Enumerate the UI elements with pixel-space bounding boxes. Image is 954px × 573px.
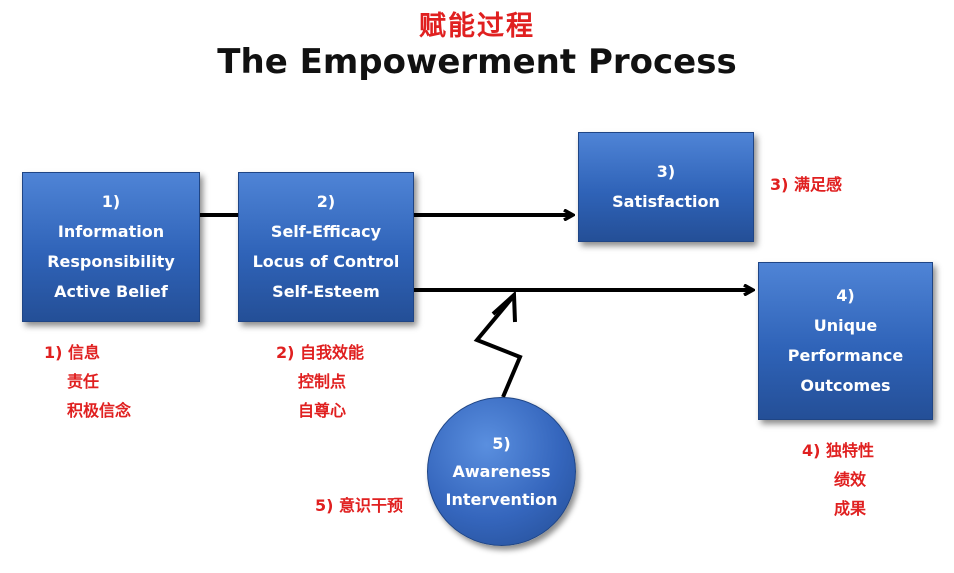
circle-5-line-1: Awareness [452,461,551,481]
annotation-4-line-1: 4) 独特性 [802,441,875,460]
box-4-line-1: Unique [813,316,878,335]
annotation-2-line-1: 2) 自我效能 [276,343,365,362]
box-2-self-efficacy: 2) Self-Efficacy Locus of Control Self-E… [238,172,414,322]
box-4-line-3: Outcomes [800,376,891,395]
annotation-2-line-3: 自尊心 [298,401,347,420]
title-english: The Empowerment Process [217,42,737,82]
title-chinese: 赋能过程 [419,11,535,42]
box-2-line-3: Self-Esteem [272,282,380,301]
annotation-1-line-3: 积极信念 [67,401,132,420]
annotation-4-line-2: 绩效 [834,470,867,489]
annotation-2: 2) 自我效能 控制点 自尊心 [276,338,364,425]
circle-5-awareness-intervention: 5) Awareness Intervention [427,397,576,546]
box-2-line-1: Self-Efficacy [270,222,382,241]
box-1-line-3: Active Belief [54,282,168,301]
annotation-2-line-2: 控制点 [298,372,347,391]
annotation-4: 4) 独特性 绩效 成果 [802,436,874,523]
box-3-satisfaction: 3) Satisfaction [578,132,754,242]
lightning-arrowhead [491,290,517,323]
annotation-4-line-3: 成果 [834,499,867,518]
annotation-1-line-1: 1) 信息 [44,343,101,362]
box-4-line-2: Performance [787,346,904,365]
annotation-3-line-1: 3) 满足感 [770,175,843,194]
box-3-line-1: Satisfaction [612,192,720,211]
annotation-3: 3) 满足感 [770,170,842,199]
annotation-5-line-1: 5) 意识干预 [315,496,404,515]
annotation-5: 5) 意识干预 [315,491,403,520]
box-1-number: 1) [101,192,121,211]
annotation-1: 1) 信息 责任 积极信念 [44,338,131,425]
box-2-number: 2) [316,192,336,211]
box-3-number: 3) [656,162,676,181]
circle-5-line-2: Intervention [445,489,558,509]
box-1-information: 1) Information Responsibility Active Bel… [22,172,200,322]
annotation-1-line-2: 责任 [67,372,100,391]
box-4-number: 4) [836,286,855,305]
box-4-unique-performance: 4) Unique Performance Outcomes [758,262,933,420]
circle-5-number: 5) [492,433,511,453]
box-2-line-2: Locus of Control [252,252,400,271]
intervention-lightning-arrow [473,296,523,398]
box-1-line-2: Responsibility [47,252,175,271]
box-1-line-1: Information [57,222,165,241]
